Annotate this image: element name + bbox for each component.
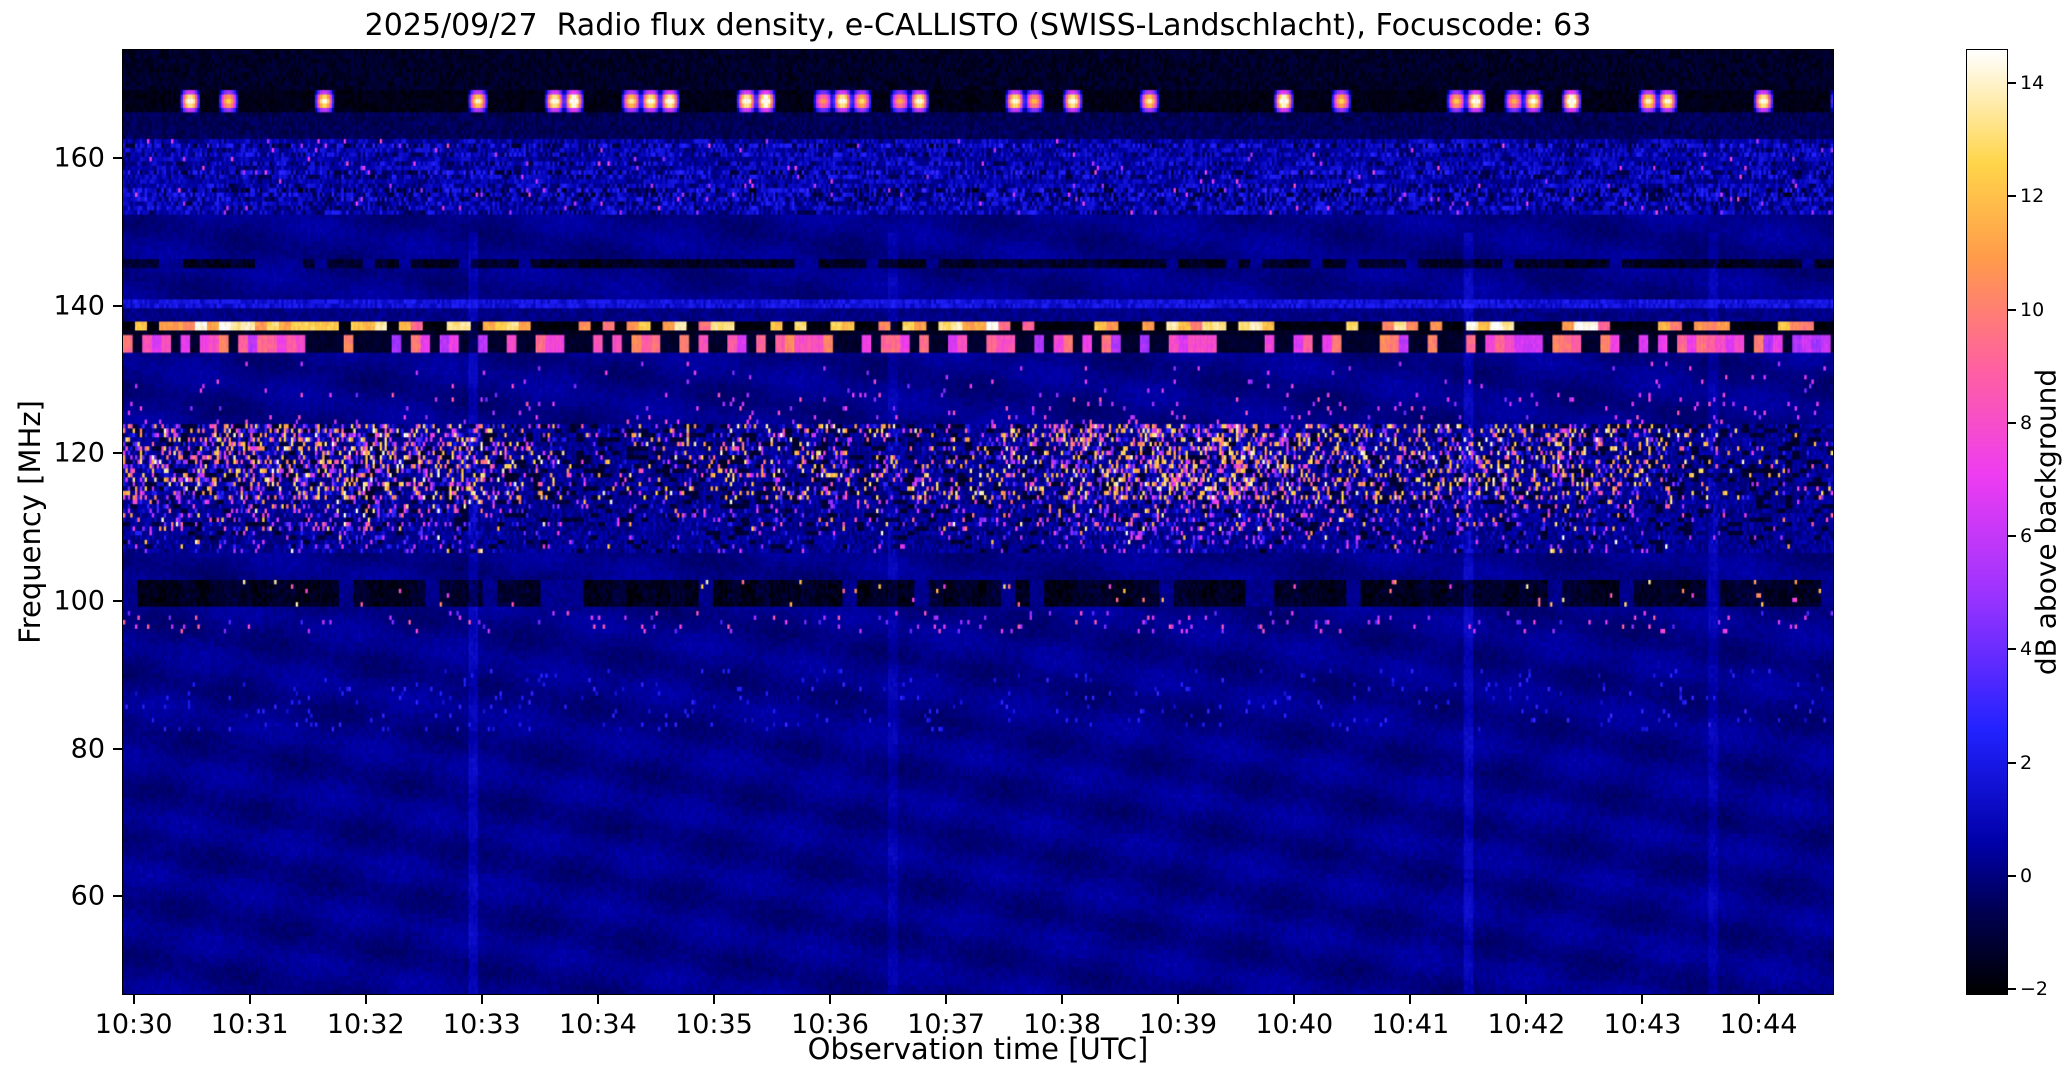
x-tick-mark — [945, 995, 948, 1004]
x-tick-label: 10:32 — [326, 1009, 405, 1040]
x-tick-label: 10:43 — [1603, 1009, 1682, 1040]
x-tick-label: 10:34 — [558, 1009, 637, 1040]
colorbar-tick-label: 2 — [2020, 751, 2033, 774]
colorbar-tick-mark — [2008, 648, 2016, 651]
x-tick-mark — [248, 995, 251, 1004]
x-axis-label: Observation time [UTC] — [807, 1032, 1149, 1066]
colorbar-tick-mark — [2008, 535, 2016, 538]
x-tick-label: 10:35 — [675, 1009, 753, 1040]
colorbar-tick-mark — [2008, 195, 2016, 198]
colorbar-tick-label: 12 — [2020, 185, 2045, 208]
colorbar-tick-mark — [2008, 308, 2016, 311]
y-tick-mark — [113, 157, 122, 160]
y-tick-mark — [113, 599, 122, 602]
colorbar-tick-mark — [2008, 988, 2016, 991]
x-tick-mark — [1757, 995, 1760, 1004]
x-tick-mark — [1525, 995, 1528, 1004]
y-tick-label: 100 — [53, 585, 105, 617]
colorbar-tick-label: −2 — [2020, 978, 2049, 1001]
x-tick-mark — [132, 995, 135, 1004]
colorbar-tick-label: 4 — [2020, 638, 2033, 661]
x-tick-mark — [596, 995, 599, 1004]
x-tick-mark — [480, 995, 483, 1004]
x-tick-label: 10:39 — [1139, 1009, 1218, 1040]
colorbar-tick-mark — [2008, 875, 2016, 878]
y-tick-mark — [113, 304, 122, 307]
plot-area — [122, 49, 1834, 995]
y-tick-label: 160 — [53, 142, 105, 174]
colorbar-tick-label: 10 — [2020, 298, 2045, 321]
x-tick-label: 10:42 — [1487, 1009, 1566, 1040]
x-tick-label: 10:33 — [442, 1009, 521, 1040]
x-tick-label: 10:36 — [791, 1009, 869, 1040]
chart-title: 2025/09/27 Radio flux density, e-CALLIST… — [364, 8, 1592, 43]
x-tick-mark — [364, 995, 367, 1004]
x-tick-mark — [829, 995, 831, 1004]
colorbar-tick-label: 0 — [2020, 865, 2033, 888]
x-tick-label: 10:41 — [1371, 1009, 1450, 1040]
y-tick-label: 120 — [53, 437, 105, 469]
colorbar-tick-label: 8 — [2020, 411, 2033, 434]
y-tick-label: 60 — [70, 880, 105, 912]
x-tick-mark — [712, 995, 715, 1004]
x-tick-mark — [1177, 995, 1180, 1004]
x-tick-mark — [1061, 995, 1064, 1004]
colorbar — [1966, 49, 2008, 995]
x-tick-label: 10:30 — [94, 1009, 173, 1040]
y-tick-label: 80 — [70, 733, 105, 765]
y-tick-label: 140 — [53, 290, 105, 322]
colorbar-tick-label: 14 — [2020, 71, 2045, 94]
x-tick-label: 10:38 — [1023, 1009, 1102, 1040]
x-tick-label: 10:40 — [1255, 1009, 1334, 1040]
y-tick-mark — [113, 747, 122, 750]
x-tick-mark — [1641, 995, 1644, 1004]
y-tick-mark — [113, 895, 122, 898]
colorbar-tick-mark — [2008, 81, 2016, 84]
colorbar-label: dB above background — [2029, 368, 2063, 676]
x-tick-mark — [1409, 995, 1412, 1004]
x-tick-label: 10:31 — [210, 1009, 289, 1040]
x-tick-label: 10:37 — [907, 1009, 985, 1040]
y-tick-mark — [113, 452, 122, 455]
colorbar-tick-label: 6 — [2020, 525, 2033, 548]
colorbar-tick-mark — [2008, 421, 2016, 424]
x-tick-label: 10:44 — [1719, 1009, 1798, 1040]
spectrogram-image — [123, 50, 1833, 994]
colorbar-tick-mark — [2008, 761, 2016, 764]
x-tick-mark — [1293, 995, 1296, 1004]
